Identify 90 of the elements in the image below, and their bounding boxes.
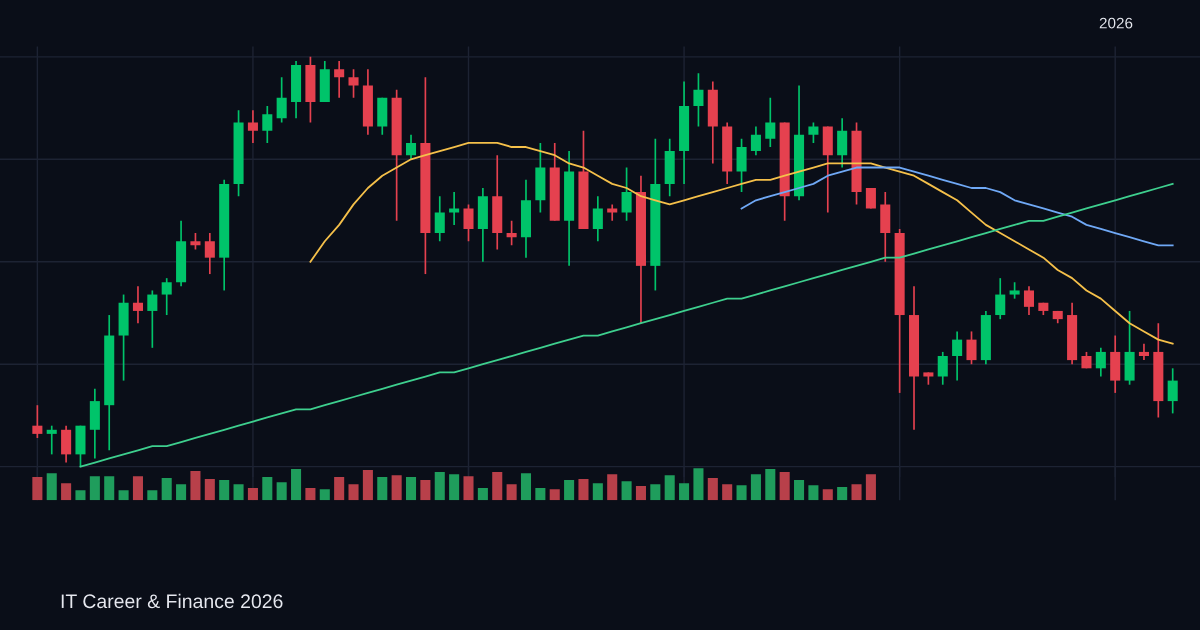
text: 2026 (1099, 17, 1133, 29)
bar (118, 490, 129, 501)
bar (506, 484, 517, 501)
candlestick (765, 97, 776, 148)
bar (765, 469, 776, 501)
candlestick (966, 330, 977, 366)
bar (592, 483, 603, 501)
bar (492, 471, 503, 501)
bar (190, 471, 201, 501)
bar (377, 477, 388, 501)
candlestick (46, 424, 57, 456)
bar (305, 488, 316, 501)
candlestick (262, 105, 273, 144)
bar (291, 469, 302, 501)
bar (276, 482, 287, 501)
bar (679, 483, 690, 501)
text: IT Career & Finance 2026 (61, 593, 283, 609)
bar (319, 489, 330, 501)
bar (405, 477, 417, 501)
bar (693, 468, 704, 501)
candlestick (348, 68, 359, 99)
bar (219, 480, 230, 501)
bar (147, 490, 158, 501)
bar (865, 474, 876, 501)
candlestick (32, 404, 43, 439)
bar (262, 477, 273, 501)
candlestick (621, 166, 632, 222)
bar (635, 486, 646, 501)
candlestick (463, 203, 474, 243)
bar (104, 476, 115, 501)
candlestick (434, 195, 445, 243)
bar (89, 476, 100, 501)
bar (736, 485, 747, 501)
bar (650, 484, 661, 501)
bar (520, 473, 532, 501)
bar (362, 470, 373, 501)
bar (621, 481, 632, 501)
bar (420, 480, 431, 501)
bar (176, 484, 187, 501)
bar (449, 474, 460, 501)
bar (607, 474, 618, 501)
candlestick (937, 351, 948, 386)
bar (61, 483, 72, 501)
bar (348, 484, 359, 501)
candlestick (449, 191, 460, 226)
bar (233, 484, 244, 501)
candlestick (334, 60, 345, 99)
bar (779, 471, 790, 501)
candlestick (204, 232, 215, 275)
bar (549, 489, 560, 501)
candlestick (1095, 346, 1106, 378)
bar (664, 475, 675, 501)
bar (161, 478, 172, 501)
bar (247, 488, 258, 501)
bar (535, 488, 546, 501)
bar (794, 480, 805, 501)
bar (822, 489, 833, 501)
bar (707, 478, 718, 501)
candlestick (592, 195, 603, 243)
candlestick (952, 330, 963, 382)
bar (463, 476, 474, 501)
bar (750, 474, 761, 501)
bar (75, 490, 86, 501)
bar (204, 479, 215, 501)
bar (391, 475, 402, 501)
candlestick (1167, 367, 1178, 415)
bar (477, 488, 488, 501)
candlestick (132, 285, 143, 325)
candlestick (693, 72, 704, 128)
bar (578, 479, 589, 501)
candlestick (161, 277, 172, 316)
candlestick (276, 76, 287, 124)
candlestick (405, 133, 417, 161)
bar (837, 487, 848, 501)
candlestick (750, 125, 761, 157)
bar (851, 484, 862, 501)
bar (564, 480, 575, 501)
candlestick (247, 109, 258, 144)
candlestick (147, 289, 158, 349)
candlestick (506, 219, 517, 247)
bar (46, 473, 57, 501)
candlestick (808, 121, 819, 144)
bar (434, 471, 445, 501)
bar (32, 477, 43, 501)
candlestick (995, 277, 1006, 320)
candlestick (1023, 285, 1035, 316)
bar (334, 477, 345, 501)
bar (132, 476, 143, 501)
bar (722, 484, 733, 501)
bar (808, 485, 819, 501)
